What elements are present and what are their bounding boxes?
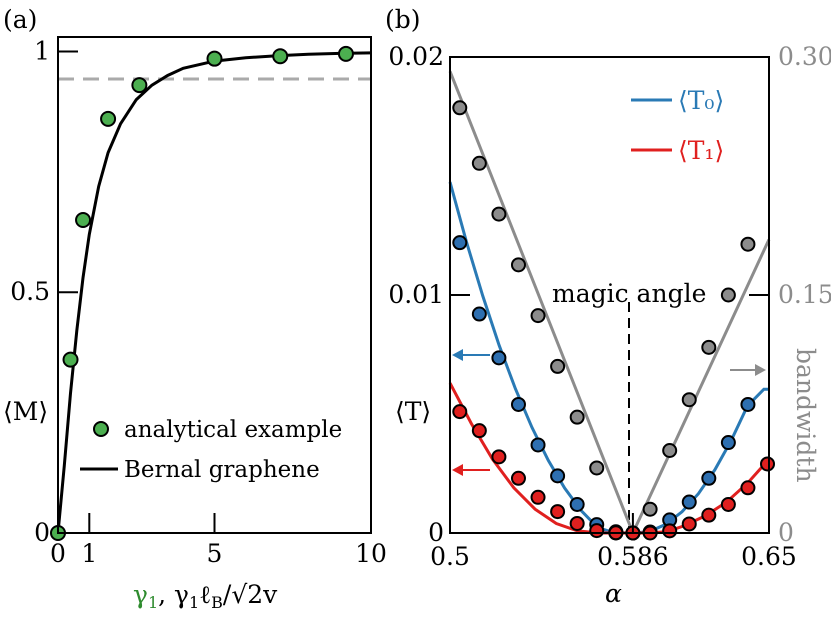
- series-point-2: [642, 501, 658, 517]
- magic-angle-annotation: magic angle: [552, 279, 706, 308]
- a-ytick-label: 1: [34, 36, 50, 65]
- series-point-1: [701, 507, 717, 523]
- left-arrow-blue-head: [452, 349, 463, 361]
- a-xtick-label: 0: [50, 539, 66, 568]
- analytical-point: [272, 48, 289, 65]
- b-ytick-right-label: 0: [778, 518, 794, 547]
- series-point-1: [530, 489, 546, 505]
- a-ytick-label: 0.5: [10, 277, 50, 306]
- series-point-1: [760, 456, 776, 472]
- panel-a: 0 1 5 10 00.51 ⟨M⟩ γ1, γ1ℓB/√2v analytical …: [3, 36, 387, 612]
- panel-b-ylabel-left: ⟨T⟩: [395, 397, 431, 426]
- panel-b-ylabel-right: bandwidth: [791, 348, 820, 483]
- series-point-1: [452, 404, 468, 420]
- xlabel-ell: ℓ: [199, 580, 211, 609]
- analytical-point: [206, 50, 223, 67]
- series-point-0: [720, 435, 736, 451]
- svg-text:γ1, γ1ℓB/√2v: γ1, γ1ℓB/√2v: [133, 580, 278, 612]
- b-xtick-label: 0.65: [741, 542, 797, 571]
- a-xtick-label: 10: [355, 539, 387, 568]
- panel-a-ylabel: ⟨M⟩: [3, 397, 48, 426]
- series-point-0: [701, 470, 717, 486]
- analytical-point: [337, 45, 354, 62]
- series-point-0: [681, 494, 697, 510]
- analytical-point: [131, 77, 148, 94]
- series-point-1: [740, 480, 756, 496]
- legend-scatter-marker: [93, 421, 109, 437]
- series-point-2: [589, 460, 605, 476]
- series-point-0: [491, 350, 507, 366]
- right-arrow-gray-head: [755, 364, 766, 376]
- b-ytick-right-label: 0.15: [778, 280, 831, 309]
- series-point-2: [569, 409, 585, 425]
- left-arrow-red-head: [452, 464, 463, 476]
- series-point-1: [681, 516, 697, 532]
- series-point-1: [589, 523, 605, 539]
- series-point-0: [510, 396, 526, 412]
- legend-bernal-graphene: Bernal graphene: [124, 457, 320, 483]
- b-xtick-label: 0.586: [597, 542, 669, 571]
- series-point-2: [452, 100, 468, 116]
- series-point-2: [740, 236, 756, 252]
- series-point-1: [510, 470, 526, 486]
- analytical-point: [62, 351, 79, 368]
- series-point-1: [550, 504, 566, 520]
- analytical-point: [100, 110, 117, 127]
- series-point-1: [569, 515, 585, 531]
- panel-b-xlabel: α: [605, 579, 622, 608]
- xlabel-rest: /√2v: [223, 580, 278, 609]
- panel-b-legend: ⟨T₀⟩ ⟨T₁⟩: [631, 86, 724, 165]
- series-point-2: [510, 257, 526, 273]
- legend-analytical-example: analytical example: [124, 417, 342, 443]
- series-point-1: [662, 523, 678, 539]
- series-point-0: [530, 437, 546, 453]
- series-point-2: [471, 155, 487, 171]
- panel-a-xlabel: γ1, γ1ℓB/√2v: [133, 580, 278, 612]
- b-ytick-left-label: 0.02: [388, 42, 444, 71]
- panel-b-arrows: [452, 349, 766, 476]
- panel-b-label: (b): [385, 5, 421, 34]
- b-ytick-left-label: 0: [428, 518, 444, 547]
- series-point-0: [740, 396, 756, 412]
- xlabel-gamma1-sub: 1: [148, 593, 158, 612]
- series-point-2: [550, 358, 566, 374]
- panel-a-label: (a): [3, 5, 37, 34]
- series-point-2: [681, 392, 697, 408]
- a-ytick-label: 0: [34, 518, 50, 547]
- series-point-1: [471, 423, 487, 439]
- series-point-2: [530, 308, 546, 324]
- legend-t1-label: ⟨T₁⟩: [678, 136, 724, 165]
- series-point-0: [452, 235, 468, 251]
- xlabel-ell-sub: B: [211, 593, 223, 612]
- b-ytick-right-label: 0.30: [778, 42, 831, 71]
- series-point-1: [720, 496, 736, 512]
- a-xtick-label: 1: [81, 539, 97, 568]
- panel-a-legend: analytical example Bernal graphene: [80, 417, 342, 483]
- series-point-0: [550, 468, 566, 484]
- series-point-2: [720, 287, 736, 303]
- a-xtick-label: 5: [207, 539, 223, 568]
- b-ytick-left-label: 0.01: [388, 280, 444, 309]
- series-point-0: [569, 496, 585, 512]
- series-point-2: [701, 339, 717, 355]
- xlabel-sep: , γ: [158, 580, 189, 609]
- series-point-2: [491, 206, 507, 222]
- series-point-1: [491, 449, 507, 465]
- legend-t0-label: ⟨T₀⟩: [678, 86, 724, 115]
- xlabel-gamma-sub: 1: [189, 593, 199, 612]
- series-point-0: [471, 306, 487, 322]
- analytical-point: [75, 211, 92, 228]
- b-xtick-label: 0.5: [430, 542, 470, 571]
- xlabel-gamma1: γ: [133, 580, 148, 609]
- series-point-2: [662, 442, 678, 458]
- panel-b: magic angle 0.5 0.586 0.65 0 0.01 0.02 0 0.15…: [388, 42, 831, 608]
